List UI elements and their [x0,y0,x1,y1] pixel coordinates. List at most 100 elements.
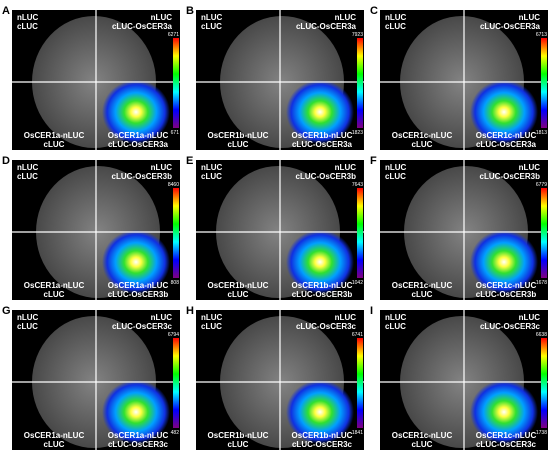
scale-min: 808 [171,280,180,286]
panel-letter: A [2,5,10,17]
quadrant-label: cLUC [412,140,433,149]
scale-min: 671 [171,130,180,136]
quadrant-label: cLUC [201,322,222,331]
color-bar [541,188,547,278]
luminescence [102,230,170,294]
quadrant-label: OsCER1b-nLUC [292,131,353,140]
panel: I66381738nLUCcLUCnLUCcLUC-OsCER3cOsCER1c… [370,305,548,450]
quadrant-label: nLUC [201,13,223,22]
panel-letter: F [370,155,377,167]
quadrant-label: OsCER1c-nLUC [392,131,453,140]
quadrant-label: OsCER1b-nLUC [208,131,269,140]
quadrant-label: nLUC [519,313,541,322]
quadrant-label: cLUC [17,172,38,181]
luminescence [470,80,538,144]
scale-max: 7923 [352,32,363,38]
quadrant-label: cLUC [44,140,65,149]
luminescence [102,380,170,444]
quadrant-label: OsCER1b-nLUC [292,281,353,290]
luminescence [286,80,354,144]
panel-letter: B [186,5,194,17]
quadrant-label: OsCER1a-nLUC [108,281,169,290]
scale-max: 6638 [536,332,547,338]
quadrant-label: cLUC-OsCER3b [476,290,537,299]
quadrant-label: cLUC [17,322,38,331]
scale-max: 8460 [168,182,179,188]
quadrant-label: OsCER1b-nLUC [208,281,269,290]
scale-max: 6779 [536,182,547,188]
panel-letter: C [370,5,378,17]
scale-max: 6271 [168,32,179,38]
scale-max: 7643 [352,182,363,188]
quadrant-label: nLUC [385,13,407,22]
panel: D8460808nLUCcLUCnLUCcLUC-OsCER3bOsCER1a-… [2,155,180,300]
panel-letter: D [2,155,10,167]
quadrant-label: cLUC-OsCER3a [292,140,353,149]
quadrant-label: cLUC-OsCER3a [108,140,169,149]
quadrant-label: OsCER1b-nLUC [292,431,353,440]
color-bar [541,38,547,128]
scale-min: 1738 [536,430,547,436]
quadrant-label: cLUC [17,22,38,31]
quadrant-label: OsCER1a-nLUC [108,431,169,440]
luminescence [286,380,354,444]
quadrant-label: nLUC [151,13,173,22]
quadrant-label: cLUC-OsCER3c [480,322,541,331]
quadrant-label: OsCER1c-nLUC [476,431,537,440]
quadrant-label: cLUC [385,322,406,331]
panel: E76431042nLUCcLUCnLUCcLUC-OsCER3bOsCER1b… [186,155,364,300]
luminescence [470,230,538,294]
quadrant-label: nLUC [201,163,223,172]
quadrant-label: cLUC-OsCER3b [296,172,357,181]
luminescence [470,380,538,444]
color-bar [357,38,363,128]
scale-max: 6794 [168,332,179,338]
panel: H67411841nLUCcLUCnLUCcLUC-OsCER3cOsCER1b… [186,305,364,450]
color-bar [357,338,363,428]
quadrant-label: OsCER1a-nLUC [24,431,85,440]
quadrant-label: cLUC [228,140,249,149]
quadrant-label: cLUC-OsCER3a [112,22,173,31]
quadrant-label: cLUC [228,440,249,449]
quadrant-label: nLUC [519,13,541,22]
quadrant-label: OsCER1c-nLUC [392,281,453,290]
quadrant-label: nLUC [151,163,173,172]
scale-min: 1042 [352,280,363,286]
quadrant-label: cLUC-OsCER3b [292,290,353,299]
quadrant-label: OsCER1c-nLUC [476,131,537,140]
quadrant-label: nLUC [335,163,357,172]
quadrant-label: cLUC-OsCER3a [476,140,537,149]
quadrant-label: nLUC [335,13,357,22]
scale-min: 1841 [352,430,363,436]
quadrant-label: cLUC-OsCER3b [108,290,169,299]
color-bar [541,338,547,428]
quadrant-label: cLUC [44,440,65,449]
scale-min: 482 [171,430,180,436]
color-bar [173,38,179,128]
quadrant-label: OsCER1b-nLUC [208,431,269,440]
quadrant-label: nLUC [151,313,173,322]
quadrant-label: cLUC-OsCER3c [112,322,173,331]
quadrant-label: cLUC-OsCER3c [296,322,357,331]
color-bar [173,188,179,278]
quadrant-label: nLUC [17,163,39,172]
quadrant-label: nLUC [385,163,407,172]
panel-letter: G [2,305,11,317]
scale-min: 1678 [536,280,547,286]
quadrant-label: cLUC [385,172,406,181]
quadrant-label: cLUC [385,22,406,31]
panel: A6271671nLUCcLUCnLUCcLUC-OsCER3aOsCER1a-… [2,5,180,150]
panel-letter: E [186,155,193,167]
quadrant-label: cLUC [228,290,249,299]
color-bar [173,338,179,428]
panel: B79231823nLUCcLUCnLUCcLUC-OsCER3aOsCER1b… [186,5,364,150]
quadrant-label: cLUC [412,290,433,299]
quadrant-label: cLUC [412,440,433,449]
color-bar [357,188,363,278]
quadrant-label: nLUC [201,313,223,322]
quadrant-label: nLUC [385,313,407,322]
quadrant-label: cLUC [201,22,222,31]
scale-min: 1823 [352,130,363,136]
quadrant-label: cLUC-OsCER3c [476,440,537,449]
